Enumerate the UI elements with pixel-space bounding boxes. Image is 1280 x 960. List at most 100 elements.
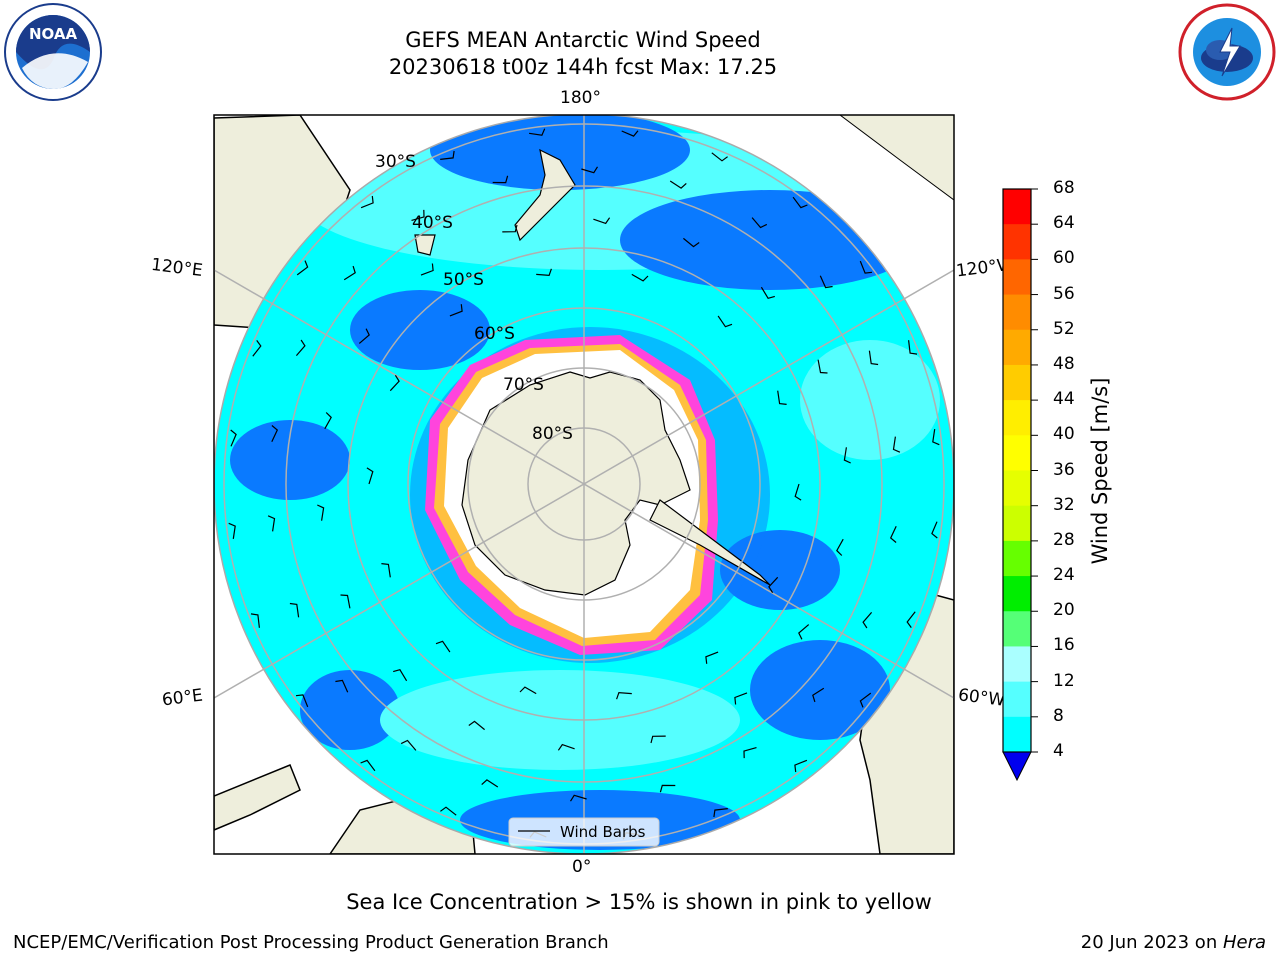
wind-barb [420,263,434,276]
colorbar-tick-label: 52 [1053,318,1075,339]
wind-barb [768,576,779,594]
wind-barb [683,237,700,248]
legend-label: Wind Barbs [560,823,646,841]
wind-barb [435,640,451,653]
colorbar-cell [1003,435,1031,471]
wind-barb [343,265,356,281]
colorbar-label: Wind Speed [m/s] [1088,377,1112,565]
wind-barb [519,686,537,695]
lon-label-0: 0° [572,857,592,877]
wind-barb [581,166,599,174]
lat-label-80s: 80°S [532,424,573,444]
wind-barb [659,784,676,793]
wind-barb [389,374,400,392]
lat-label-30s: 30°S [375,152,416,172]
colorbar-cell [1003,611,1031,647]
wind-band-dark [230,420,350,500]
wind-barb [836,538,844,556]
colorbar-tick-label: 68 [1053,178,1075,198]
colorbar-tick-label: 24 [1053,565,1075,586]
wind-band-dark [300,670,400,750]
tasmania-land [414,234,436,256]
wind-barb [492,175,509,184]
colorbar-cell [1003,540,1031,577]
wind-barb [440,150,455,160]
run-date: 20 Jun 2023 on Hera [1080,932,1266,953]
colorbar-cell [1003,224,1031,260]
wind-barb [324,412,332,430]
wind-band-dark [350,290,490,370]
wind-barb [794,759,808,773]
wind-barb [859,260,873,274]
colorbar-tick-label: 44 [1053,389,1075,410]
lat-label-70s: 70°S [503,375,544,395]
wind-barb [669,180,687,189]
wind-barb [760,286,775,300]
wind-barb [889,525,897,543]
wind-barb [794,483,802,501]
wind-barb [713,808,728,818]
wind-barb [892,436,901,453]
colorbar-tick-label: 16 [1053,635,1075,656]
wind-barb [289,602,300,618]
wind-barb [859,692,872,708]
wind-barb [569,794,587,802]
lat-label-40s: 40°S [412,213,453,233]
wind-barb [931,521,938,539]
wind-barb [798,624,810,640]
wind-barb [536,268,552,277]
wind-barb [360,195,374,209]
wind-barb [381,563,391,578]
map-frame [213,114,955,855]
colorbar-cell [1003,716,1031,753]
legend-box [508,817,660,847]
wind-barb [295,694,309,708]
wind-barb [411,209,425,221]
lat-label-50s: 50°S [443,270,484,290]
sea-ice-note: Sea Ice Concentration > 15% is shown in … [346,890,932,914]
wind-barb [317,504,325,521]
colorbar-cell [1003,189,1031,225]
colorbar-tick-label: 60 [1053,248,1075,269]
wind-barb [440,806,457,816]
colorbar-cell [1003,576,1031,612]
map-subtitle: 20230618 t00z 144h fcst Max: 17.25 [388,55,778,79]
wind-barb [449,304,463,317]
colorbar-tick-label: 28 [1053,529,1075,550]
wind-barb [908,340,918,355]
colorbar-extend-triangle [1002,751,1032,782]
wind-barb [777,390,787,405]
wind-band-dark [430,115,690,190]
wind-barb [230,429,237,447]
svg-text:NOAA: NOAA [29,25,78,43]
wind-barb [366,467,374,485]
wind-barb [250,613,260,628]
wind-barb [932,429,940,446]
colorbar-tick-label: 4 [1053,741,1064,761]
pacific-edge [839,115,954,201]
wind-barb [296,260,309,276]
colorbar-cell [1003,400,1031,436]
wind-barb [650,735,666,744]
wind-barb [616,691,632,700]
wind-barb [340,594,351,609]
wind-barb [529,128,546,136]
wind-barb [228,522,236,539]
colorbar-cell [1003,329,1031,366]
colorbar-tick-label: 36 [1053,459,1075,480]
wind-barb [906,611,916,628]
colorbar-tick-label: 8 [1053,705,1064,726]
wind-barb [819,275,833,289]
wind-barb [252,340,262,357]
nws-logo [1178,3,1276,101]
wind-barb [393,668,408,682]
producer-credit: NCEP/EMC/Verification Post Processing Pr… [13,932,609,953]
wind-barb [358,328,370,344]
wind-barb [843,447,851,464]
wind-barb [360,759,376,772]
colorbar-tick-label: 12 [1053,670,1075,691]
antarctica-land [461,371,691,596]
wind-barb [751,217,768,229]
wind-barb [295,339,306,356]
